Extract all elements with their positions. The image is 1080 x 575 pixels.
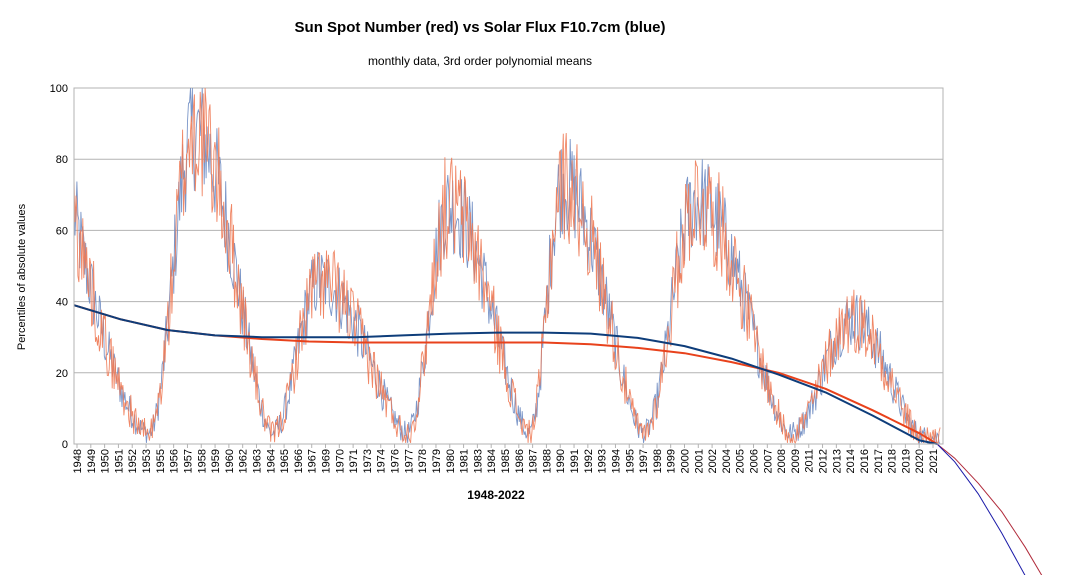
x-tick-label: 2012: [818, 449, 830, 473]
x-tick-label: 2001: [693, 449, 705, 473]
x-tick-label: 1953: [141, 449, 153, 473]
x-tick-label: 2006: [749, 449, 761, 473]
x-tick-label: 1965: [279, 449, 291, 473]
x-tick-label: 1998: [652, 449, 664, 473]
x-tick-label: 1985: [500, 449, 512, 473]
y-tick-label: 100: [50, 83, 68, 95]
x-tick-label: 2005: [735, 449, 747, 473]
y-tick-label: 60: [56, 225, 68, 237]
flux-projection-line: [936, 443, 1026, 575]
y-axis-label: Percentiles of absolute values: [16, 203, 28, 350]
x-tick-label: 2013: [831, 449, 843, 473]
x-tick-label: 2017: [873, 449, 885, 473]
x-tick-label: 1984: [486, 449, 498, 473]
x-tick-label: 1963: [251, 449, 263, 473]
x-tick-label: 1952: [127, 449, 139, 473]
y-tick-label: 80: [56, 154, 68, 166]
monthly-series: [73, 87, 941, 444]
x-tick-label: 1959: [210, 449, 222, 473]
x-tick-label: 1980: [445, 449, 457, 473]
axes: [73, 88, 943, 448]
x-tick-label: 1966: [293, 449, 305, 473]
x-axis-label: 1948-2022: [467, 488, 525, 502]
x-tick-label: 1951: [113, 449, 125, 473]
x-tick-label: 2008: [776, 449, 788, 473]
chart-subtitle: monthly data, 3rd order polynomial means: [368, 54, 592, 68]
x-tick-label: 1950: [100, 449, 112, 473]
tick-labels: 0 20 40 60 80 100 1948 1949 1950 1951 1952 1953 1955…: [50, 83, 940, 473]
x-tick-label: 1974: [376, 449, 388, 473]
x-tick-label: 1967: [307, 449, 319, 473]
x-tick-label: 1955: [155, 449, 167, 473]
x-tick-label: 1949: [86, 449, 98, 473]
x-tick-label: 1983: [472, 449, 484, 473]
x-tick-label: 1971: [348, 449, 360, 473]
y-tick-label: 40: [56, 297, 68, 309]
x-tick-label: 2014: [845, 449, 857, 473]
y-tick-label: 20: [56, 368, 68, 380]
x-tick-label: 1958: [196, 449, 208, 473]
x-tick-label: 1979: [431, 449, 443, 473]
x-tick-label: 1957: [182, 449, 194, 473]
x-tick-label: 2019: [900, 449, 912, 473]
x-tick-label: 2011: [804, 449, 816, 473]
x-tick-label: 1992: [583, 449, 595, 473]
x-tick-label: 1981: [459, 449, 471, 473]
x-tick-label: 1997: [638, 449, 650, 473]
x-tick-label: 1976: [390, 449, 402, 473]
x-tick-label: 1956: [169, 449, 181, 473]
x-tick-label: 1994: [610, 449, 622, 473]
x-tick-label: 1986: [514, 449, 526, 473]
x-tick-label: 1990: [555, 449, 567, 473]
x-tick-label: 1978: [417, 449, 429, 473]
chart-title: Sun Spot Number (red) vs Solar Flux F10.…: [295, 19, 666, 36]
x-tick-label: 1977: [403, 449, 415, 473]
x-tick-label: 1948: [72, 449, 84, 473]
x-tick-label: 2004: [721, 449, 733, 473]
y-tick-label: 0: [62, 439, 68, 451]
x-tick-label: 1987: [528, 449, 540, 473]
x-tick-label: 1993: [597, 449, 609, 473]
trend-lines: [73, 304, 1043, 575]
x-tick-label: 2009: [790, 449, 802, 473]
x-tick-label: 1995: [624, 449, 636, 473]
x-tick-label: 1969: [321, 449, 333, 473]
x-tick-label: 1999: [666, 449, 678, 473]
x-tick-label: 2021: [928, 449, 940, 473]
x-tick-label: 2002: [707, 449, 719, 473]
x-tick-label: 1991: [569, 449, 581, 473]
x-tick-label: 2016: [859, 449, 871, 473]
x-tick-label: 2000: [679, 449, 691, 473]
sunspot-monthly-line: [73, 87, 941, 444]
x-tick-label: 1973: [362, 449, 374, 473]
flux-trend-line: [73, 304, 938, 445]
x-tick-label: 1964: [265, 449, 277, 473]
x-tick-label: 2020: [914, 449, 926, 473]
x-tick-label: 1988: [541, 449, 553, 473]
x-tick-label: 1962: [238, 449, 250, 473]
sunspot-projection-line: [936, 443, 1043, 575]
x-tick-label: 1960: [224, 449, 236, 473]
x-tick-label: 1970: [334, 449, 346, 473]
x-tick-label: 2018: [887, 449, 899, 473]
x-tick-label: 2007: [762, 449, 774, 473]
